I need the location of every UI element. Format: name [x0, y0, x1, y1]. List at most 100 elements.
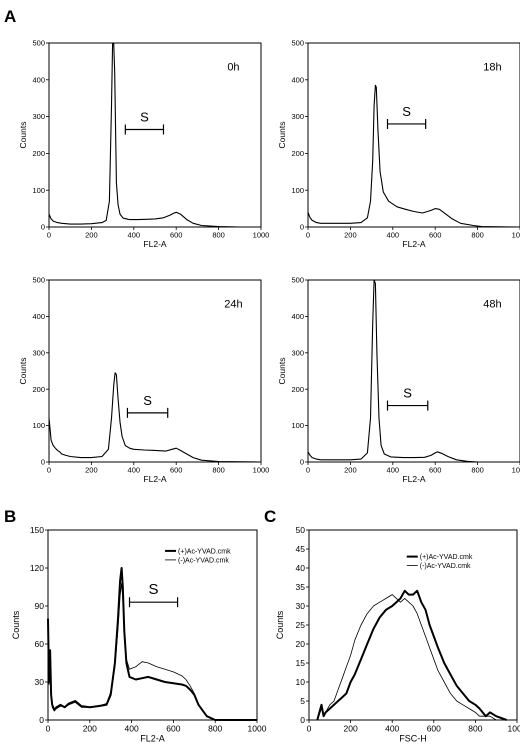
chart-1-series-line-1 — [48, 42, 261, 228]
chart-3-x-tick-label: 400 — [128, 466, 141, 475]
chart-2-y-tick-label: 100 — [291, 186, 304, 195]
chart-3-plot-frame — [48, 279, 262, 463]
chart-3-y-tick-label: 0 — [41, 458, 45, 467]
chart-5-y-tick-label: 150 — [30, 525, 44, 535]
chart-4-y-tick-label: 500 — [291, 276, 304, 285]
chart-6-series-line-2 — [316, 594, 507, 721]
chart-4-y-axis-label: Counts — [277, 358, 287, 385]
chart-5-y-tick-label: 60 — [35, 639, 45, 649]
chart-6-y-tick-label: 45 — [296, 544, 306, 554]
chart-3-s-phase-label: S — [143, 393, 152, 408]
chart-6-x-tick-label: 1000 — [508, 724, 520, 734]
chart-2-y-tick-label: 300 — [291, 112, 304, 121]
chart-4-x-tick-label: 200 — [344, 466, 357, 475]
chart-5-y-axis-label: Counts — [11, 610, 21, 639]
chart-4-y-tick-label: 100 — [291, 421, 304, 430]
chart-4-timepoint-annotation: 48h — [483, 298, 501, 310]
chart-4-s-phase-label: S — [403, 386, 412, 401]
chart-2-y-tick-label: 400 — [291, 75, 304, 84]
chart-1-x-axis-label: FL2-A — [143, 239, 166, 249]
chart-6-y-tick-label: 35 — [296, 582, 306, 592]
chart-2-s-phase-label: S — [402, 104, 411, 119]
chart-1-x-tick-label: 400 — [128, 231, 141, 240]
chart-5-legend-label-1: (+)Ac-YVAD.cmk — [178, 548, 231, 555]
chart-4-y-tick-label: 0 — [300, 458, 304, 467]
chart-1-y-tick-label: 0 — [41, 223, 45, 232]
chart-5-x-tick-label: 0 — [46, 724, 51, 734]
chart-5-x-tick-label: 400 — [125, 724, 139, 734]
chart-2-x-tick-label: 200 — [344, 231, 357, 240]
chart-6-y-tick-label: 25 — [296, 620, 306, 630]
chart-1-x-tick-label: 200 — [85, 231, 98, 240]
chart-5-x-axis-label: FL2-A — [140, 734, 165, 744]
chart-5-y-tick-label: 0 — [39, 715, 44, 725]
chart-5-legend-label-2: (-)Ac-YVAD.cmk — [178, 557, 229, 564]
chart-3-x-tick-label: 1000 — [253, 466, 270, 475]
chart-5-x-tick-label: 1000 — [248, 724, 267, 734]
chart-1-timepoint-annotation: 0h — [227, 62, 239, 74]
chart-1-s-phase-label: S — [140, 109, 149, 124]
chart-3-x-axis-label: FL2-A — [143, 474, 166, 484]
chart-4-x-tick-label: 800 — [471, 466, 484, 475]
chart-5-x-tick-label: 600 — [166, 724, 180, 734]
chart-5-y-tick-label: 90 — [35, 601, 45, 611]
chart-6-plot-frame — [308, 529, 518, 721]
chart-2-x-axis-label: FL2-A — [402, 239, 425, 249]
chart-3-y-tick-label: 200 — [32, 385, 45, 394]
chart-5-series-line-1 — [47, 567, 257, 721]
chart-1-x-tick-label: 1000 — [253, 231, 270, 240]
chart-1-x-tick-label: 800 — [212, 231, 225, 240]
chart-2-series-line-1 — [307, 84, 520, 228]
chart-6-y-tick-label: 0 — [300, 715, 305, 725]
chart-6-y-tick-label: 15 — [296, 658, 306, 668]
chart-4-x-axis-label: FL2-A — [402, 474, 425, 484]
chart-6-y-tick-label: 20 — [296, 639, 306, 649]
chart-4-x-tick-label: 600 — [429, 466, 442, 475]
chart-4-x-tick-label: 0 — [306, 466, 310, 475]
chart-6-y-tick-label: 40 — [296, 563, 306, 573]
chart-6-y-tick-label: 30 — [296, 601, 306, 611]
chart-3-y-tick-label: 500 — [32, 276, 45, 285]
chart-4-x-tick-label: 400 — [387, 466, 400, 475]
chart-5-x-tick-label: 800 — [208, 724, 222, 734]
chart-4-plot-frame — [307, 279, 520, 463]
chart-6-legend-label-1: (+)Ac-YVAD.cmk — [420, 554, 473, 561]
panel-label-c: C — [264, 507, 276, 526]
chart-2-x-tick-label: 1000 — [512, 231, 520, 240]
chart-3-x-tick-label: 0 — [47, 466, 51, 475]
chart-3-x-tick-label: 800 — [212, 466, 225, 475]
chart-6-y-axis-label: Counts — [275, 610, 285, 639]
chart-3-y-tick-label: 100 — [32, 421, 45, 430]
chart-2-x-tick-label: 800 — [471, 231, 484, 240]
chart-5-series-line-2 — [47, 582, 257, 721]
chart-1-y-axis-label: Counts — [18, 122, 28, 149]
chart-3-x-tick-label: 200 — [85, 466, 98, 475]
chart-1-y-tick-label: 100 — [32, 186, 45, 195]
chart-4-series-line-1 — [307, 279, 520, 463]
chart-1-y-tick-label: 200 — [32, 149, 45, 158]
chart-2-timepoint-annotation: 18h — [483, 62, 501, 74]
chart-3-y-tick-label: 300 — [32, 348, 45, 357]
chart-2-y-axis-label: Counts — [277, 122, 287, 149]
panel-label-b: B — [4, 507, 16, 526]
chart-5-y-tick-label: 120 — [30, 563, 44, 573]
chart-6-x-axis-label: FSC-H — [399, 734, 427, 744]
chart-1-x-tick-label: 600 — [170, 231, 183, 240]
chart-1-y-tick-label: 300 — [32, 112, 45, 121]
chart-3-timepoint-annotation: 24h — [224, 298, 242, 310]
chart-3-y-tick-label: 400 — [32, 312, 45, 321]
chart-2-plot-frame — [307, 42, 520, 228]
chart-6-x-tick-label: 0 — [307, 724, 312, 734]
chart-6-y-tick-label: 10 — [296, 677, 306, 687]
chart-2-y-tick-label: 200 — [291, 149, 304, 158]
chart-5-s-phase-label: S — [149, 581, 159, 598]
chart-1-plot-frame — [48, 42, 262, 228]
chart-6-y-tick-label: 5 — [300, 696, 305, 706]
chart-6-x-tick-label: 400 — [385, 724, 399, 734]
chart-2-x-tick-label: 0 — [306, 231, 310, 240]
chart-5-x-tick-label: 200 — [83, 724, 97, 734]
chart-1-y-tick-label: 500 — [32, 39, 45, 48]
chart-3-x-tick-label: 600 — [170, 466, 183, 475]
chart-2-y-tick-label: 0 — [300, 223, 304, 232]
